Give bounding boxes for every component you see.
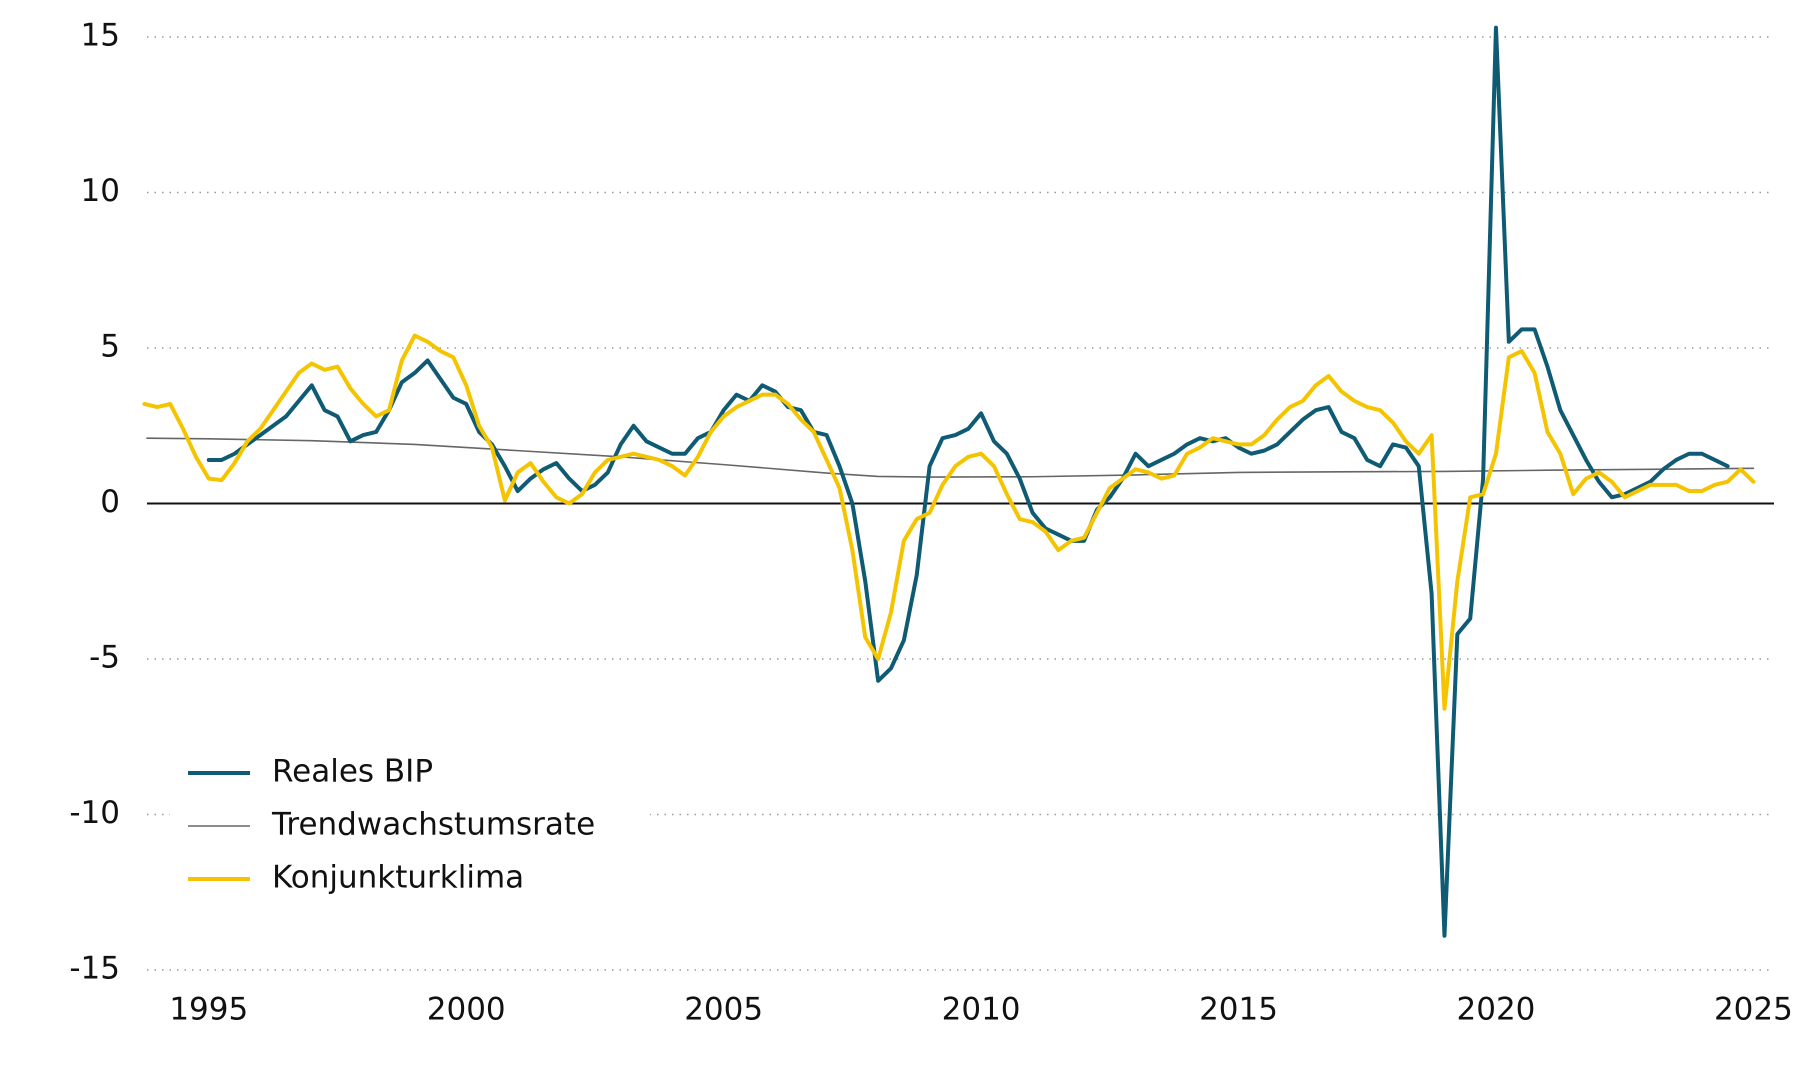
y-tick-label: 15: [81, 18, 120, 54]
legend-label: Trendwachstumsrate: [271, 807, 595, 843]
series-line: [146, 437, 1755, 478]
y-tick-label: -15: [69, 951, 120, 987]
x-tick-label: 2000: [427, 992, 506, 1028]
series-line: [142, 333, 1756, 711]
y-tick-label: -5: [89, 640, 120, 676]
y-tick-label: 10: [81, 173, 120, 209]
x-tick-label: 2015: [1199, 992, 1278, 1028]
x-tick-label: 2025: [1714, 992, 1793, 1028]
y-tick-label: 0: [100, 484, 120, 520]
y-tick-label: 5: [100, 329, 120, 365]
x-tick-label: 2005: [684, 992, 763, 1028]
series-line: [206, 25, 1730, 938]
y-tick-label: -10: [69, 795, 120, 831]
legend-label: Reales BIP: [272, 754, 433, 790]
x-tick-label: 1995: [169, 992, 248, 1028]
x-tick-label: 2020: [1457, 992, 1536, 1028]
x-tick-label: 2010: [942, 992, 1021, 1028]
legend-label: Konjunkturklima: [272, 860, 524, 896]
